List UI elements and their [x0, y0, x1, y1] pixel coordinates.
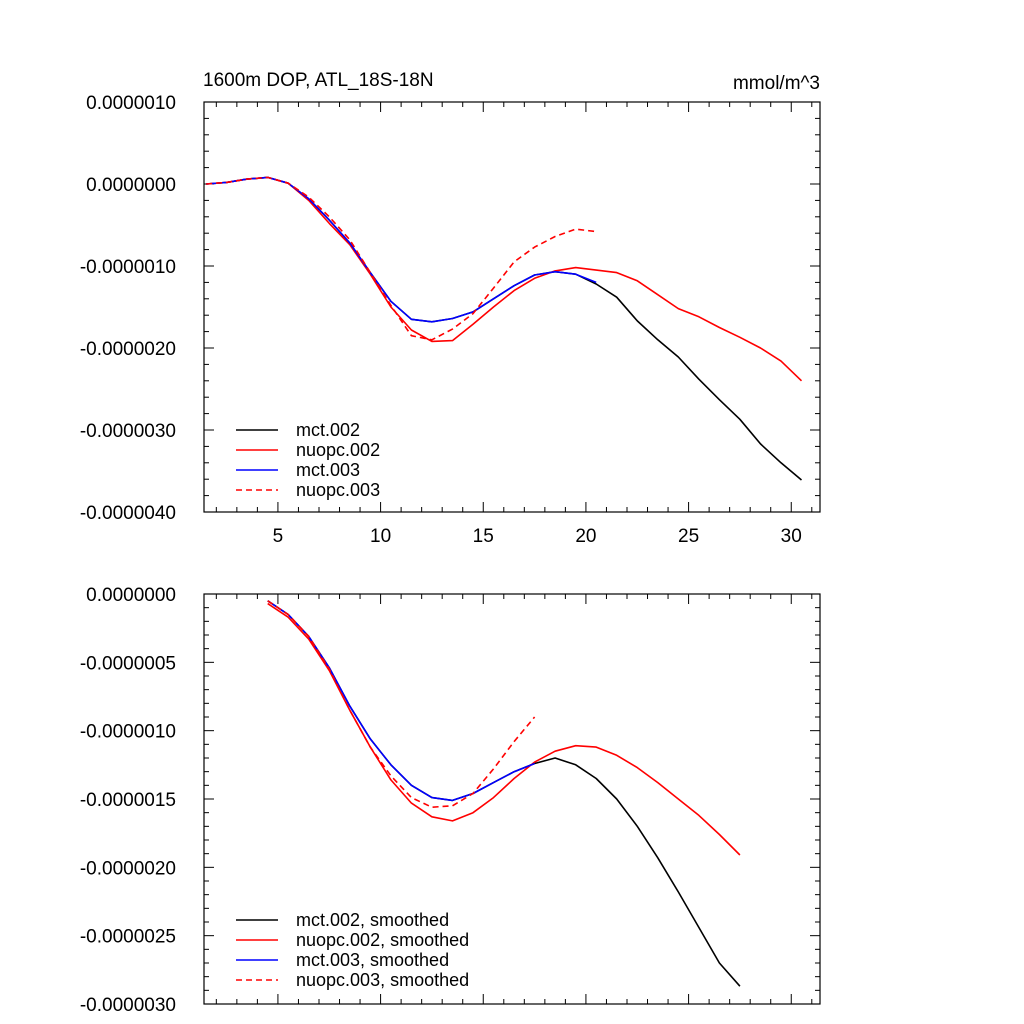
- plot-frame: [203, 101, 821, 513]
- y-tick-label: 0.0000010: [86, 93, 176, 114]
- top-panel: 1600m DOP, ATL_18S-18N mmol/m^3 5 10 15 20 2…: [80, 70, 821, 547]
- legend-label: mct.003: [296, 460, 360, 480]
- series-line: [206, 176, 803, 382]
- x-tick-label: 10: [370, 526, 391, 547]
- legend-label: nuopc.002: [296, 440, 380, 460]
- chart-title: 1600m DOP, ATL_18S-18N: [203, 70, 434, 91]
- legend-label: nuopc.002, smoothed: [296, 930, 469, 950]
- y-tick-label: -0.0000010: [80, 257, 176, 278]
- units-label: mmol/m^3: [733, 73, 820, 94]
- y-tick-label: -0.0000015: [80, 790, 176, 811]
- series-line: [267, 602, 741, 856]
- y-tick-label: -0.0000020: [80, 339, 176, 360]
- legend-label: mct.003, smoothed: [296, 950, 449, 970]
- x-tick-label: 5: [273, 526, 284, 547]
- x-tick-label: 30: [781, 526, 802, 547]
- legend-label: mct.002: [296, 420, 360, 440]
- series-line: [206, 176, 597, 323]
- y-tick-label: -0.0000020: [80, 858, 176, 879]
- y-tick-label: -0.0000030: [80, 421, 176, 442]
- series-line: [267, 600, 536, 809]
- y-tick-label: -0.0000025: [80, 927, 176, 948]
- y-tick-label: 0.0000000: [86, 175, 176, 196]
- series-line: [206, 176, 597, 341]
- y-tick-label: -0.0000030: [80, 995, 176, 1016]
- legend-label: mct.002, smoothed: [296, 910, 449, 930]
- y-tick-label: -0.0000005: [80, 653, 176, 674]
- series-line: [267, 600, 535, 802]
- legend-label: nuopc.003, smoothed: [296, 970, 469, 990]
- x-tick-label: 20: [575, 526, 596, 547]
- y-tick-label: 0.0000000: [86, 585, 176, 606]
- y-tick-label: -0.0000040: [80, 503, 176, 524]
- y-tick-label: -0.0000010: [80, 722, 176, 743]
- bottom-panel: 0.0000000 -0.0000005 -0.0000010 -0.0000015 -…: [80, 585, 821, 1016]
- x-tick-label: 25: [678, 526, 699, 547]
- legend-label: nuopc.003: [296, 480, 380, 500]
- x-tick-label: 15: [473, 526, 494, 547]
